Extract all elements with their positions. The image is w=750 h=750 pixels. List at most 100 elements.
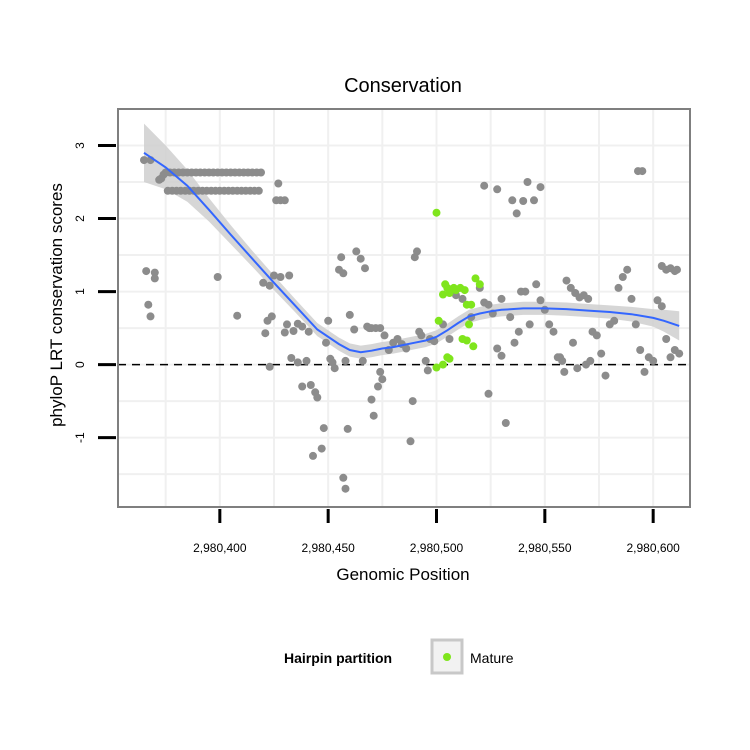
point-other [514,327,523,336]
point-other [560,367,569,376]
point-other [150,268,159,277]
point-other [506,313,515,322]
point-other [352,247,361,256]
point-other [350,325,359,334]
point-other [484,389,493,398]
point-other [530,196,538,205]
y-tick-label: 3 [73,142,87,149]
point-other [142,267,151,276]
point-other [317,444,326,453]
point-other [569,338,577,347]
legend-title: Hairpin partition [284,650,392,666]
point-other [374,382,382,391]
point-other [337,253,346,262]
point-mature [471,274,480,283]
point-other [298,322,307,331]
point-other [601,371,610,380]
legend-label-mature: Mature [470,650,514,666]
point-other [276,273,285,281]
point-mature [434,316,443,325]
point-other [623,265,632,274]
point-other [304,327,313,336]
x-axis-label: Genomic Position [336,565,469,584]
point-other [512,209,521,218]
point-other [265,281,274,290]
point-other [423,366,432,375]
point-mature [467,300,476,309]
point-other [484,300,493,309]
point-other [140,156,148,165]
point-other [358,356,367,365]
point-other [261,329,270,338]
point-other [274,179,283,188]
point-other [378,375,387,384]
point-other [270,271,278,280]
point-other [339,269,348,278]
point-other [445,335,454,343]
point-other [330,364,339,373]
point-other [536,296,545,305]
plot-panel-border [117,108,691,508]
point-other [408,397,417,406]
point-other [584,294,593,303]
point-other [267,312,276,321]
y-tick-label: 1 [73,288,87,295]
point-other [144,300,153,309]
y-tick-label: 0 [73,361,87,368]
x-tick-label: 2,980,400 [193,541,247,555]
point-other [341,356,350,365]
point-other [525,320,534,329]
point-other [545,320,554,329]
point-other [289,327,298,335]
point-other [254,186,263,195]
y-axis-label: phyloP LRT conservation scores [47,183,66,427]
point-other [345,310,354,319]
point-other [369,411,378,420]
point-other [213,273,222,281]
point-other [309,451,317,460]
point-other [150,274,159,283]
point-mature [460,286,469,295]
point-mature [475,280,484,289]
point-mature [462,336,471,345]
point-other [653,296,662,305]
x-tick-label: 2,980,500 [410,541,464,555]
point-other [361,264,369,273]
point-other [417,331,426,340]
point-other [259,278,268,287]
series-mature-points [432,208,484,372]
point-other [480,181,489,190]
point-other [146,312,155,321]
x-tick-label: 2,980,550 [518,541,572,555]
point-other [573,364,582,373]
grid-lines [118,109,690,507]
point-other [614,283,623,292]
point-other [313,393,322,402]
point-other [293,358,302,367]
point-other [283,320,291,329]
point-mature [439,290,447,299]
point-other [356,254,365,263]
point-other [662,335,671,343]
point-other [280,196,289,205]
point-other [413,247,421,256]
point-other [536,183,545,192]
point-other [649,356,658,365]
point-other [673,265,681,274]
point-mature [445,354,454,363]
point-other [324,316,333,325]
point-other [666,353,675,362]
x-tick-label: 2,980,600 [626,541,680,555]
point-other [257,168,265,177]
point-other [562,276,571,285]
point-other [556,353,564,362]
point-other [298,382,307,391]
point-other [280,328,289,337]
point-other [339,473,348,482]
point-other [287,354,296,362]
point-other [618,273,627,281]
point-other [322,338,330,347]
point-other [597,349,606,358]
point-other [306,381,315,389]
